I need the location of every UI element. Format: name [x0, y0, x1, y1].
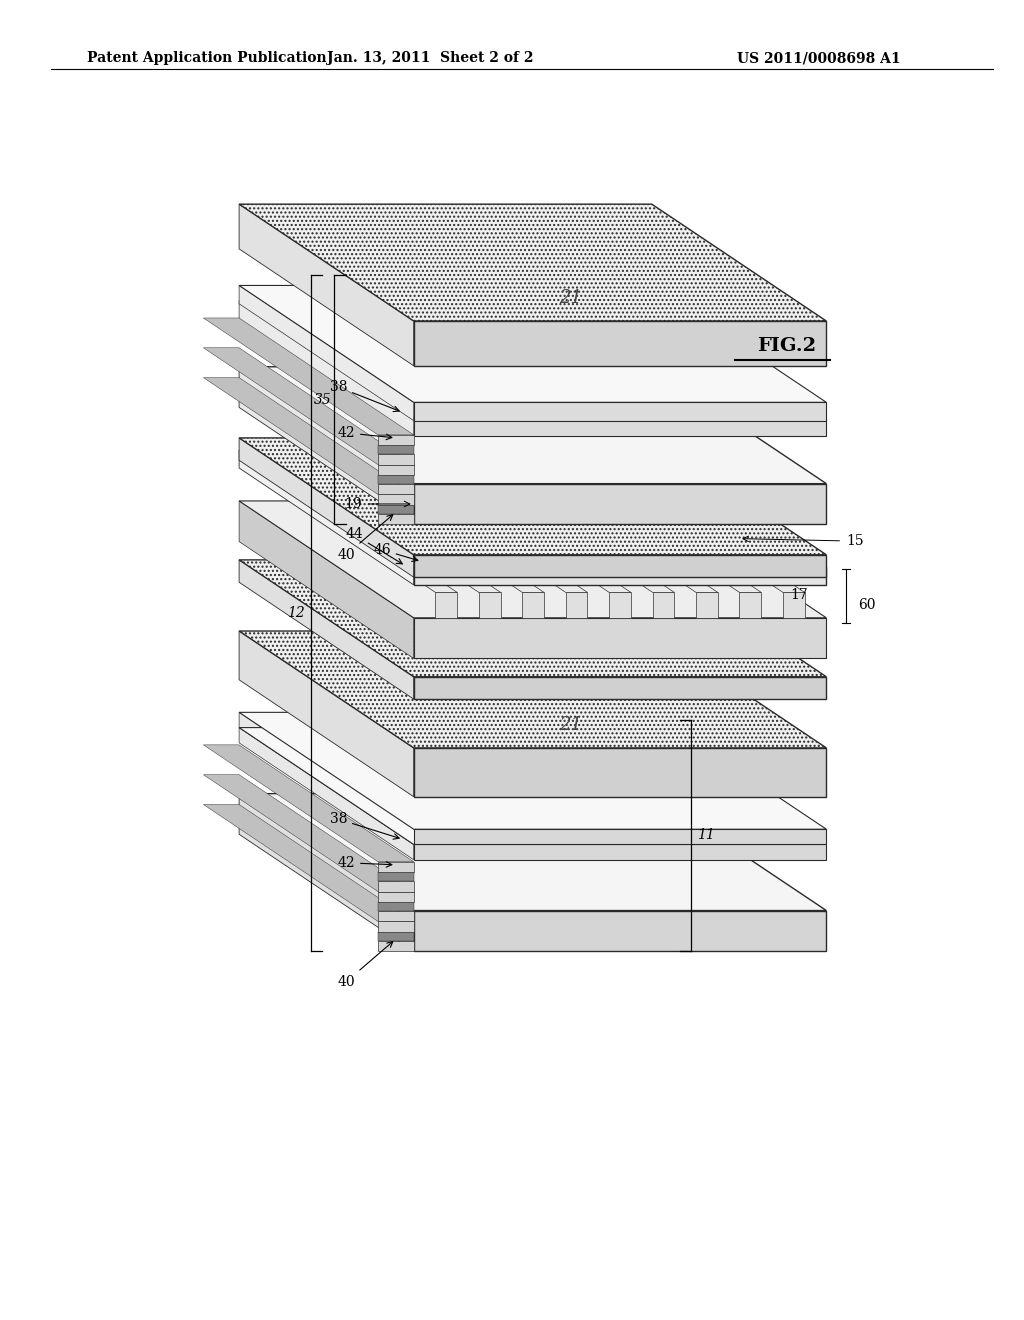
Polygon shape [378, 445, 414, 454]
Polygon shape [414, 568, 826, 585]
Text: 19: 19 [344, 496, 362, 511]
Polygon shape [378, 513, 414, 524]
Polygon shape [378, 506, 414, 513]
Polygon shape [391, 475, 588, 593]
Polygon shape [378, 434, 414, 445]
Polygon shape [204, 347, 414, 465]
Text: 11: 11 [697, 829, 715, 842]
Polygon shape [478, 475, 675, 593]
Polygon shape [378, 932, 414, 941]
Text: 40: 40 [338, 941, 393, 989]
Polygon shape [239, 500, 414, 659]
Polygon shape [378, 941, 414, 952]
Text: 17: 17 [790, 587, 808, 602]
Polygon shape [239, 500, 826, 618]
Polygon shape [239, 367, 826, 483]
Polygon shape [204, 804, 414, 921]
Polygon shape [414, 417, 826, 436]
Text: 21: 21 [559, 289, 583, 308]
Text: 21: 21 [559, 715, 583, 734]
Text: US 2011/0008698 A1: US 2011/0008698 A1 [737, 51, 901, 65]
Polygon shape [239, 285, 826, 403]
Polygon shape [414, 483, 826, 524]
Polygon shape [378, 921, 414, 932]
Polygon shape [378, 902, 414, 911]
Polygon shape [378, 862, 414, 873]
Polygon shape [239, 793, 826, 911]
Polygon shape [204, 378, 414, 495]
Polygon shape [239, 450, 826, 568]
Polygon shape [378, 475, 414, 484]
Polygon shape [239, 205, 826, 321]
Polygon shape [261, 475, 457, 593]
Text: 38: 38 [330, 812, 399, 840]
Polygon shape [739, 593, 761, 618]
Polygon shape [414, 829, 826, 845]
Polygon shape [239, 713, 414, 845]
Text: 15: 15 [846, 533, 864, 548]
Text: 46: 46 [373, 543, 418, 561]
Polygon shape [239, 367, 414, 524]
Polygon shape [414, 321, 826, 366]
Polygon shape [609, 593, 631, 618]
Polygon shape [378, 891, 414, 902]
Polygon shape [204, 775, 414, 891]
Polygon shape [378, 484, 414, 495]
Text: Patent Application Publication: Patent Application Publication [87, 51, 327, 65]
Text: 42: 42 [338, 855, 392, 870]
Polygon shape [204, 744, 414, 862]
Polygon shape [479, 593, 501, 618]
Polygon shape [378, 454, 414, 465]
Polygon shape [414, 677, 826, 700]
Text: 60: 60 [858, 598, 876, 611]
Polygon shape [414, 618, 826, 659]
Polygon shape [414, 748, 826, 797]
Polygon shape [783, 593, 805, 618]
Text: 38: 38 [330, 380, 399, 412]
Text: 40: 40 [338, 515, 393, 562]
Polygon shape [565, 475, 761, 593]
Text: Jan. 13, 2011  Sheet 2 of 2: Jan. 13, 2011 Sheet 2 of 2 [327, 51, 534, 65]
Text: 12: 12 [288, 606, 305, 620]
Polygon shape [348, 475, 544, 593]
Polygon shape [239, 450, 414, 585]
Polygon shape [434, 475, 631, 593]
Polygon shape [239, 631, 414, 797]
Polygon shape [522, 593, 544, 618]
Polygon shape [521, 475, 718, 593]
Polygon shape [239, 438, 826, 554]
Polygon shape [378, 882, 414, 891]
Polygon shape [378, 911, 414, 921]
Polygon shape [239, 301, 826, 417]
Polygon shape [304, 475, 501, 593]
Text: FIG.2: FIG.2 [757, 338, 816, 355]
Polygon shape [378, 495, 414, 506]
Text: 35: 35 [313, 393, 332, 407]
Polygon shape [239, 631, 826, 748]
Polygon shape [414, 845, 826, 859]
Polygon shape [652, 593, 675, 618]
Polygon shape [239, 438, 414, 577]
Text: 44: 44 [345, 528, 402, 564]
Polygon shape [565, 593, 588, 618]
Polygon shape [378, 873, 414, 882]
Text: 42: 42 [338, 426, 392, 440]
Polygon shape [239, 727, 826, 845]
Polygon shape [204, 318, 414, 434]
Polygon shape [414, 403, 826, 421]
Polygon shape [414, 554, 826, 577]
Polygon shape [696, 593, 718, 618]
Polygon shape [378, 465, 414, 475]
Polygon shape [608, 475, 805, 593]
Polygon shape [239, 727, 414, 859]
Polygon shape [239, 301, 414, 436]
Polygon shape [239, 560, 414, 700]
Polygon shape [435, 593, 457, 618]
Polygon shape [239, 793, 414, 952]
Polygon shape [414, 911, 826, 952]
Polygon shape [239, 560, 826, 677]
Polygon shape [239, 285, 414, 421]
Polygon shape [239, 713, 826, 829]
Polygon shape [239, 205, 414, 366]
